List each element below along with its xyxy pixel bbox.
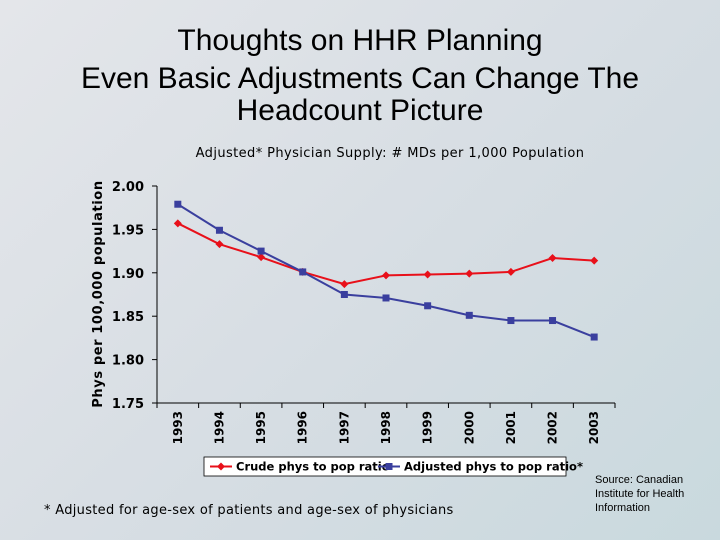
x-tick-label: 2001 <box>504 411 518 444</box>
y-tick-label: 1.80 <box>112 354 144 369</box>
data-point <box>506 267 515 276</box>
data-point <box>215 240 224 249</box>
data-point <box>257 247 265 255</box>
chart-legend: Crude phys to pop ratio Adjusted phys to … <box>203 456 583 477</box>
x-tick-label: 1999 <box>421 411 435 444</box>
x-tick-label: 1997 <box>337 411 351 444</box>
data-point <box>465 311 473 319</box>
data-point <box>507 317 515 325</box>
footnote: * Adjusted for age-sex of patients and a… <box>44 503 454 518</box>
data-point <box>340 291 348 298</box>
data-point <box>257 253 266 262</box>
chart-title: Adjusted* Physician Supply: # MDs per 1,… <box>196 146 585 161</box>
y-tick-label: 1.95 <box>112 223 144 238</box>
data-point <box>299 268 307 276</box>
x-tick-label: 1995 <box>254 411 268 444</box>
slide-subtitle-line-1: Even Basic Adjustments Can Change The <box>80 62 640 95</box>
x-tick-label: 2002 <box>546 411 560 444</box>
slide-subtitle-line-2: Headcount Picture <box>236 94 484 127</box>
x-tick-label: 1996 <box>296 411 310 444</box>
y-tick-label: 1.90 <box>112 267 144 282</box>
legend-label: Adjusted phys to pop ratio* <box>404 460 583 474</box>
data-point <box>215 226 223 234</box>
data-point <box>465 269 474 278</box>
data-point <box>173 219 182 228</box>
source-note: Source: Canadian Institute for Health In… <box>595 473 715 515</box>
source-line-3: Information <box>595 502 651 514</box>
legend-swatch-marker <box>217 462 225 471</box>
x-tick-label: 2000 <box>462 411 476 444</box>
data-point <box>340 280 349 289</box>
x-tick-label: 1994 <box>212 411 226 444</box>
data-point <box>549 317 557 325</box>
y-tick-label: 1.75 <box>112 397 144 412</box>
data-point <box>424 302 432 310</box>
y-tick-label: 1.85 <box>112 310 144 325</box>
data-point <box>382 294 390 302</box>
source-line-2: Institute for Health <box>595 488 685 500</box>
data-point <box>590 333 598 341</box>
legend-swatch-marker <box>385 463 393 470</box>
source-line-1: Source: Canadian <box>595 474 684 486</box>
legend-label: Crude phys to pop ratio <box>236 460 390 474</box>
data-point <box>382 271 390 280</box>
data-point <box>423 270 432 279</box>
y-tick-label: 2.00 <box>112 180 144 195</box>
series-line <box>177 203 595 338</box>
x-tick-label: 1993 <box>171 411 185 444</box>
data-point <box>590 256 599 265</box>
y-axis-label: Phys per 100,000 population <box>91 180 106 407</box>
x-tick-label: 2003 <box>587 411 601 444</box>
x-tick-label: 1998 <box>379 411 393 444</box>
data-point <box>174 200 182 208</box>
slide-title: Thoughts on HHR Planning <box>177 24 543 57</box>
data-point <box>548 254 557 263</box>
